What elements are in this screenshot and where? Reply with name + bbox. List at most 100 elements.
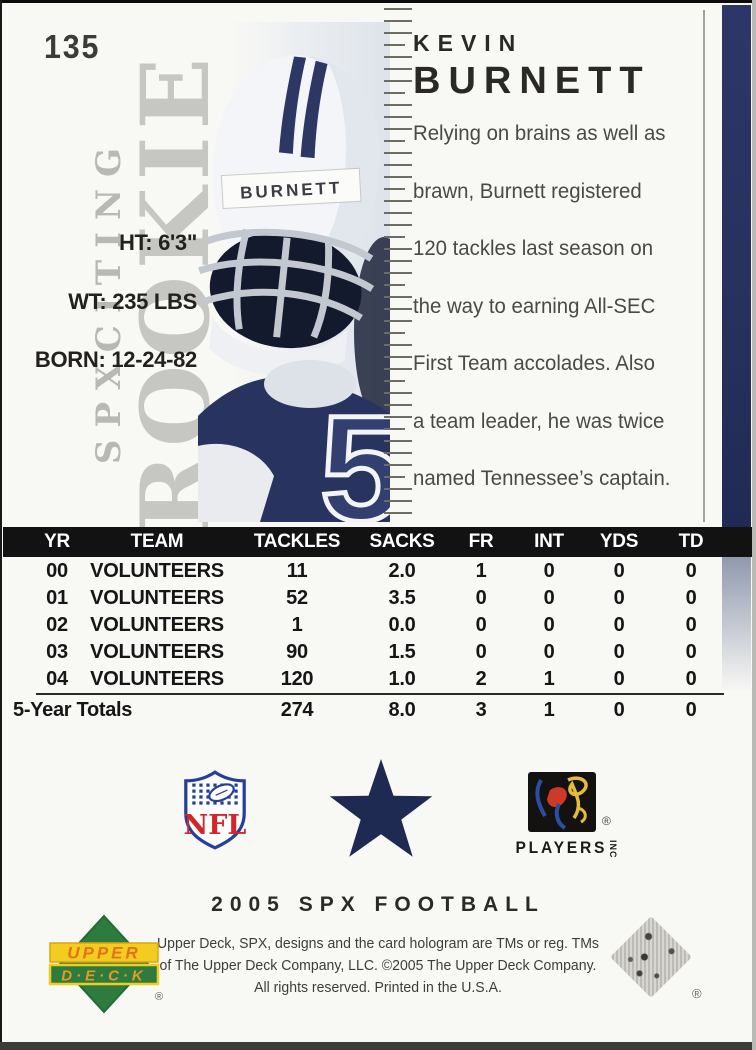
- stats-cell: 90: [286, 641, 308, 663]
- players-inc-text: INC: [608, 840, 618, 859]
- legal-line: of The Upper Deck Company, LLC. ©2005 Th…: [159, 958, 597, 974]
- stats-row: 01 VOLUNTEERS 52 3.5 0 0 0 0: [3, 585, 753, 612]
- ruler-tick: [384, 428, 405, 430]
- vital-born: BORN: 12-24-82: [34, 347, 197, 372]
- legal-text: Upper Deck, SPX, designs and the card ho…: [11, 933, 744, 999]
- stats-cell: 0: [613, 614, 625, 636]
- totals-cell: 0: [685, 698, 697, 721]
- stats-cell: 52: [286, 587, 308, 609]
- vital-weight: WT: 235 LBS: [68, 289, 197, 314]
- ud-upper-text: UPPER: [67, 944, 141, 963]
- stats-cell: 2: [475, 668, 487, 690]
- stats-row: 04 VOLUNTEERS 120 1.0 2 1 0 0: [3, 666, 753, 693]
- ruler-tick: [384, 116, 412, 118]
- scan-edge-left: [0, 0, 2, 1050]
- ruler-tick: [384, 344, 412, 346]
- bio-line: the way to earning All-SEC: [413, 294, 656, 318]
- totals-cell: 3: [475, 698, 487, 721]
- yard-ruler: [384, 8, 414, 522]
- ruler-tick: [384, 476, 405, 478]
- ruler-tick: [384, 20, 412, 22]
- totals-row: 5-Year Totals 274 8.0 3 1 0 0: [3, 698, 753, 722]
- totals-divider: [36, 693, 724, 695]
- stats-cell: 3.5: [388, 587, 416, 609]
- stats-column-header: TD: [678, 531, 704, 552]
- player-first-name: KEVIN: [413, 30, 524, 56]
- ruler-tick: [384, 416, 412, 418]
- helmet-name-strip: [220, 167, 362, 210]
- stats-cell: 1: [475, 560, 487, 582]
- vertical-divider-line: [703, 10, 705, 522]
- gray-fade-band: [722, 557, 751, 692]
- bio-line: a team leader, he was twice: [413, 409, 665, 433]
- stats-cell: 0: [685, 560, 697, 582]
- legal-line: Upper Deck, SPX, designs and the card ho…: [157, 936, 599, 952]
- ruler-tick: [384, 8, 412, 10]
- stats-row: 03 VOLUNTEERS 90 1.5 0 0 0 0: [3, 639, 753, 666]
- stats-cell: 1: [291, 614, 303, 636]
- stats-cell: 02: [46, 614, 68, 636]
- ruler-tick: [384, 140, 405, 142]
- upper-deck-logo: UPPER D·E·C·K ®: [48, 914, 163, 1014]
- nfl-wordmark: NFL: [184, 810, 247, 841]
- players-square-art: [528, 772, 596, 832]
- nfl-logo: NFL: [184, 770, 247, 850]
- stats-row: 02 VOLUNTEERS 1 0.0 0 0 0 0: [3, 612, 753, 639]
- ruler-tick: [384, 44, 405, 46]
- players-wordmark: PLAYERS: [515, 838, 608, 857]
- stats-cell: 0: [685, 641, 697, 663]
- stats-column-header: YDS: [599, 531, 639, 552]
- stats-cell: 1.0: [388, 668, 416, 690]
- ruler-tick: [384, 68, 412, 70]
- stats-cell: 0: [613, 668, 625, 690]
- stats-cell: 2.0: [388, 560, 416, 582]
- scan-edge-bottom: [0, 1042, 756, 1050]
- totals-cell: 0: [613, 698, 625, 721]
- stats-cell: VOLUNTEERS: [90, 668, 224, 690]
- stats-cell: 01: [46, 587, 68, 609]
- ruler-tick: [384, 512, 412, 514]
- ruler-tick: [384, 452, 412, 454]
- ruler-tick: [384, 104, 412, 106]
- bio-line: First Team accolades. Also: [413, 352, 655, 375]
- cowboys-star-logo: [329, 759, 433, 857]
- ruler-tick: [384, 32, 412, 34]
- ruler-tick: [384, 260, 412, 262]
- ud-deck-text: D·E·C·K: [61, 968, 147, 985]
- legal-line: All rights reserved. Printed in the U.S.…: [254, 980, 502, 996]
- ruler-tick: [384, 296, 412, 298]
- stats-cell: 1: [543, 668, 555, 690]
- stats-cell: 0: [475, 641, 487, 663]
- hologram-registered-mark: ®: [692, 986, 702, 1001]
- ruler-tick: [384, 272, 412, 274]
- stats-cell: 0: [685, 587, 697, 609]
- card-number: 135: [44, 28, 101, 65]
- helmet-stripe: [278, 56, 307, 154]
- stats-cell: 0: [613, 641, 625, 663]
- stats-row: 00 VOLUNTEERS 11 2.0 1 0 0 0: [3, 558, 753, 585]
- ruler-tick: [384, 392, 412, 394]
- star-shape: [329, 759, 433, 857]
- bio-text: Relying on brains as well as brawn, Burne…: [413, 122, 713, 525]
- bio-line: named Tennessee’s captain.: [413, 467, 671, 490]
- stats-column-header: YR: [44, 531, 70, 552]
- stats-cell: 0: [613, 560, 625, 582]
- scan-edge-top: [0, 0, 756, 3]
- stats-cell: 0: [685, 614, 697, 636]
- stats-column-header: SACKS: [369, 531, 435, 552]
- navy-side-band: [722, 5, 751, 527]
- totals-cell: 1: [543, 698, 555, 721]
- ruler-tick: [384, 500, 412, 502]
- ruler-tick: [384, 368, 412, 370]
- nfl-football-icon: [208, 783, 235, 803]
- stats-header: YR TEAM TACKLES SACKS FR INT YDS TD: [3, 527, 753, 557]
- stats-cell: 0: [685, 668, 697, 690]
- ud-registered-mark: ®: [155, 991, 163, 1003]
- ruler-tick: [384, 164, 412, 166]
- stats-column-header: TACKLES: [253, 531, 341, 552]
- stats-cell: 04: [46, 668, 68, 690]
- white-sleeve: [198, 443, 274, 522]
- ruler-tick: [384, 152, 412, 154]
- ruler-tick: [384, 200, 412, 202]
- stats-cell: 00: [46, 560, 68, 582]
